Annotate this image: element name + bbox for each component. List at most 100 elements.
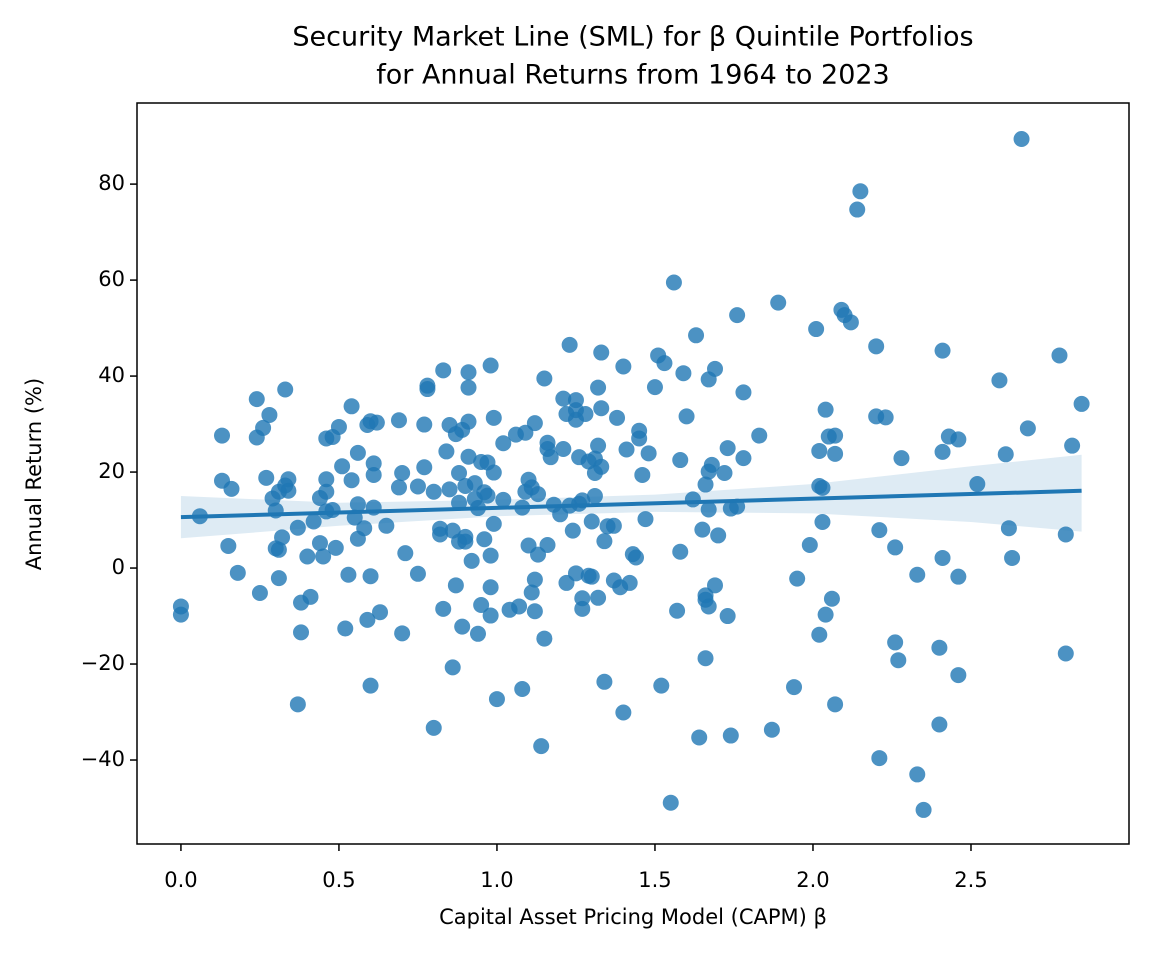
point (258, 469, 275, 486)
y-tick-label: 0 (112, 555, 125, 579)
point (574, 590, 591, 607)
point (656, 355, 673, 372)
point (621, 574, 638, 591)
point (523, 584, 540, 601)
point (852, 183, 869, 200)
point (729, 307, 746, 324)
point (555, 441, 572, 458)
point (229, 564, 246, 581)
point (890, 652, 907, 669)
point (827, 445, 844, 462)
point (628, 549, 645, 566)
point (334, 458, 351, 475)
point (688, 327, 705, 344)
point (261, 406, 278, 423)
point (675, 365, 692, 382)
point (596, 533, 613, 550)
point (482, 607, 499, 624)
point (868, 338, 885, 355)
chart-title: for Annual Returns from 1964 to 2023 (376, 60, 890, 91)
point (710, 527, 727, 544)
point (365, 466, 382, 483)
y-tick-label: 20 (98, 459, 125, 483)
y-tick-label: 80 (98, 171, 125, 195)
point (590, 437, 607, 454)
point (526, 571, 543, 588)
point (378, 517, 395, 534)
point (223, 480, 240, 497)
point (362, 568, 379, 585)
point (293, 624, 310, 641)
point (817, 606, 834, 623)
point (763, 721, 780, 738)
point (694, 521, 711, 538)
point (697, 476, 714, 493)
point (950, 667, 967, 684)
point (460, 448, 477, 465)
point (1000, 520, 1017, 537)
point (596, 673, 613, 690)
point (349, 496, 366, 513)
point (640, 445, 657, 462)
point (302, 588, 319, 605)
point (931, 639, 948, 656)
point (476, 531, 493, 548)
x-axis-label: Capital Asset Pricing Model (CAPM) β (439, 905, 827, 929)
point (564, 522, 581, 539)
point (893, 450, 910, 467)
point (277, 381, 294, 398)
point (526, 415, 543, 432)
point (577, 405, 594, 422)
point (343, 472, 360, 489)
point (311, 535, 328, 552)
point (555, 390, 572, 407)
point (735, 384, 752, 401)
point (482, 357, 499, 374)
point (1019, 420, 1036, 437)
point (409, 478, 426, 495)
point (460, 364, 477, 381)
point (950, 568, 967, 585)
point (299, 548, 316, 565)
point (214, 427, 231, 444)
point (700, 598, 717, 615)
point (368, 414, 385, 431)
point (536, 370, 553, 387)
point (593, 400, 610, 417)
point (590, 379, 607, 396)
point (451, 494, 468, 511)
point (495, 435, 512, 452)
point (435, 600, 452, 617)
point (482, 579, 499, 596)
plot-frame (136, 102, 1130, 845)
point (789, 570, 806, 587)
point (343, 398, 360, 415)
point (349, 444, 366, 461)
chart-title: Security Market Line (SML) for β Quintil… (292, 22, 973, 53)
point (969, 476, 986, 493)
point (827, 696, 844, 713)
point (997, 446, 1014, 463)
point (1004, 549, 1021, 566)
point (1051, 347, 1068, 364)
point (409, 565, 426, 582)
point (934, 549, 951, 566)
point (605, 517, 622, 534)
point (770, 294, 787, 311)
point (842, 314, 859, 331)
point (394, 465, 411, 482)
point (871, 522, 888, 539)
point (814, 513, 831, 530)
point (416, 459, 433, 476)
point (463, 552, 480, 569)
point (488, 691, 505, 708)
point (337, 620, 354, 637)
point (631, 422, 648, 439)
point (615, 358, 632, 375)
point (438, 443, 455, 460)
point (722, 727, 739, 744)
point (539, 537, 556, 554)
point (887, 634, 904, 651)
point (590, 589, 607, 606)
